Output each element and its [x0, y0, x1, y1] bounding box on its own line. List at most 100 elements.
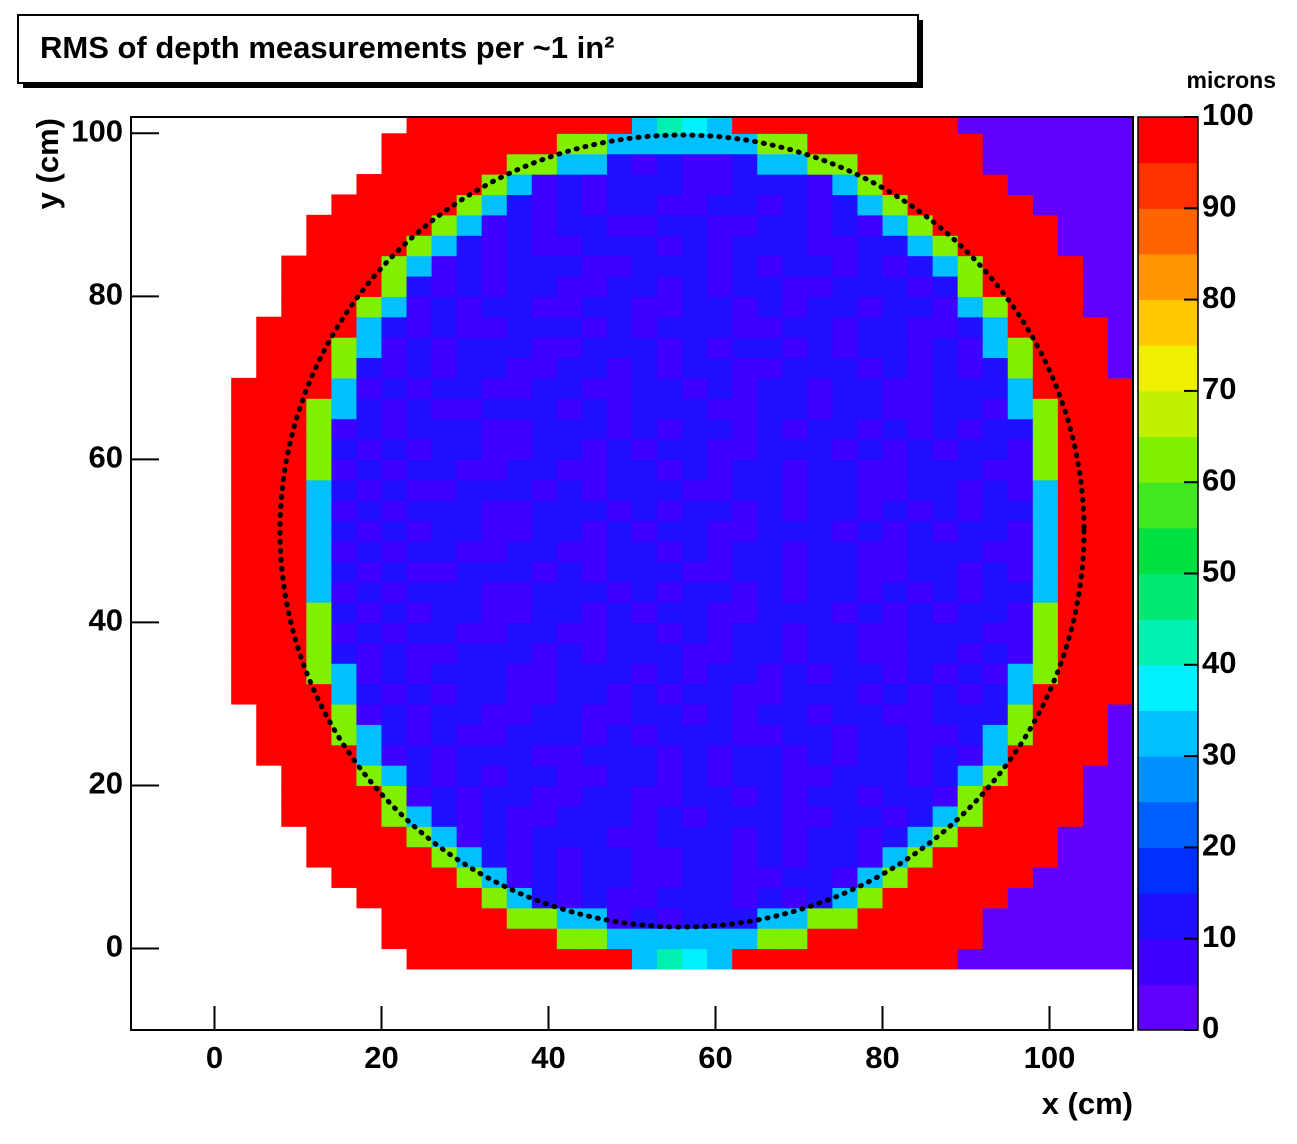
heatmap-cell [506, 235, 533, 257]
heatmap-cell [331, 602, 358, 624]
heatmap-cell [581, 357, 608, 379]
heatmap-cell [256, 357, 282, 379]
heatmap-cell [957, 479, 984, 501]
heatmap-cell [331, 337, 358, 359]
heatmap-cell [281, 520, 307, 542]
heatmap-cell [456, 744, 483, 766]
heatmap-cell [1032, 846, 1059, 868]
heatmap-cell [1032, 561, 1059, 583]
heatmap-cell [932, 275, 959, 297]
heatmap-cell [381, 540, 408, 562]
heatmap-cell [531, 581, 558, 603]
heatmap-cell [632, 500, 658, 522]
heatmap-cell [456, 581, 483, 603]
heatmap-cell [957, 642, 984, 664]
heatmap-cell [356, 540, 383, 562]
heatmap-cell [406, 724, 433, 746]
heatmap-cell [907, 438, 934, 460]
heatmap-cell [1082, 316, 1109, 338]
heatmap-cell [556, 255, 583, 277]
heatmap-cell [932, 785, 959, 807]
heatmap-cell [1057, 948, 1084, 970]
heatmap-cell [431, 520, 458, 542]
heatmap-cell [632, 174, 658, 196]
heatmap-cell [782, 459, 808, 481]
heatmap-cell [757, 683, 783, 705]
heatmap-cell [606, 703, 633, 725]
heatmap-cell [982, 438, 1009, 460]
heatmap-cell [932, 194, 959, 216]
heatmap-cell [907, 316, 934, 338]
heatmap-cell [606, 928, 633, 950]
heatmap-cell [1007, 337, 1034, 359]
heatmap-cell [356, 765, 383, 787]
heatmap-cell [431, 765, 458, 787]
heatmap-cell [832, 500, 859, 522]
heatmap-cell [957, 235, 984, 257]
heatmap-cell [481, 928, 508, 950]
heatmap-cell [832, 744, 859, 766]
heatmap-cell [531, 724, 558, 746]
heatmap-cell [1057, 133, 1084, 155]
heatmap-cell [1082, 907, 1109, 929]
heatmap-cell [832, 337, 859, 359]
heatmap-cell [657, 398, 683, 420]
heatmap-cell [857, 928, 884, 950]
heatmap-cell [231, 438, 257, 460]
heatmap-cell [857, 316, 884, 338]
heatmap-cell [782, 846, 808, 868]
y-axis-label: y (cm) [30, 118, 65, 209]
heatmap-cell [832, 765, 859, 787]
colorbar-tick-label: 70 [1202, 371, 1236, 406]
heatmap-cell [882, 826, 909, 848]
heatmap-cell [682, 194, 708, 216]
heatmap-cell [556, 418, 583, 440]
heatmap-cell [281, 500, 307, 522]
heatmap-cell [957, 683, 984, 705]
heatmap-cell [481, 765, 508, 787]
heatmap-cell [807, 117, 833, 134]
heatmap-cell [782, 765, 808, 787]
heatmap-cell [957, 418, 984, 440]
heatmap-cell [406, 296, 433, 318]
heatmap-cell [1032, 316, 1059, 338]
heatmap-cell [606, 683, 633, 705]
heatmap-cell [782, 235, 808, 257]
heatmap-cell [456, 948, 483, 970]
heatmap-cell [1057, 337, 1084, 359]
heatmap-cell [707, 459, 733, 481]
heatmap-cell [832, 846, 859, 868]
heatmap-cell [456, 459, 483, 481]
heatmap-cell [406, 540, 433, 562]
heatmap-cell [281, 459, 307, 481]
heatmap-cell [356, 174, 383, 196]
heatmap-cell [657, 357, 683, 379]
heatmap-cell [1057, 724, 1084, 746]
heatmap-cell [1007, 520, 1034, 542]
heatmap-cell [581, 174, 608, 196]
heatmap-cell [306, 479, 332, 501]
heatmap-cell [431, 561, 458, 583]
heatmap-cell [732, 316, 758, 338]
heatmap-cell [506, 174, 533, 196]
heatmap-cell [907, 459, 934, 481]
heatmap-cell [832, 683, 859, 705]
heatmap-cell [356, 214, 383, 236]
heatmap-cell [857, 296, 884, 318]
heatmap-cell [932, 235, 959, 257]
heatmap-cell [356, 866, 383, 888]
heatmap-cell [782, 703, 808, 725]
heatmap-cell [757, 418, 783, 440]
heatmap-cell [1057, 663, 1084, 685]
heatmap-cell [581, 602, 608, 624]
heatmap-cell [1007, 459, 1034, 481]
heatmap-cell [256, 561, 282, 583]
colorbar-tick-label: 60 [1202, 462, 1236, 497]
x-tick-label: 40 [531, 1040, 565, 1075]
heatmap-cell [782, 316, 808, 338]
heatmap-cell [807, 642, 833, 664]
chart-title: RMS of depth measurements per ~1 in² [40, 30, 614, 65]
heatmap-cell [807, 602, 833, 624]
heatmap-cell [381, 928, 408, 950]
heatmap-cell [807, 377, 833, 399]
